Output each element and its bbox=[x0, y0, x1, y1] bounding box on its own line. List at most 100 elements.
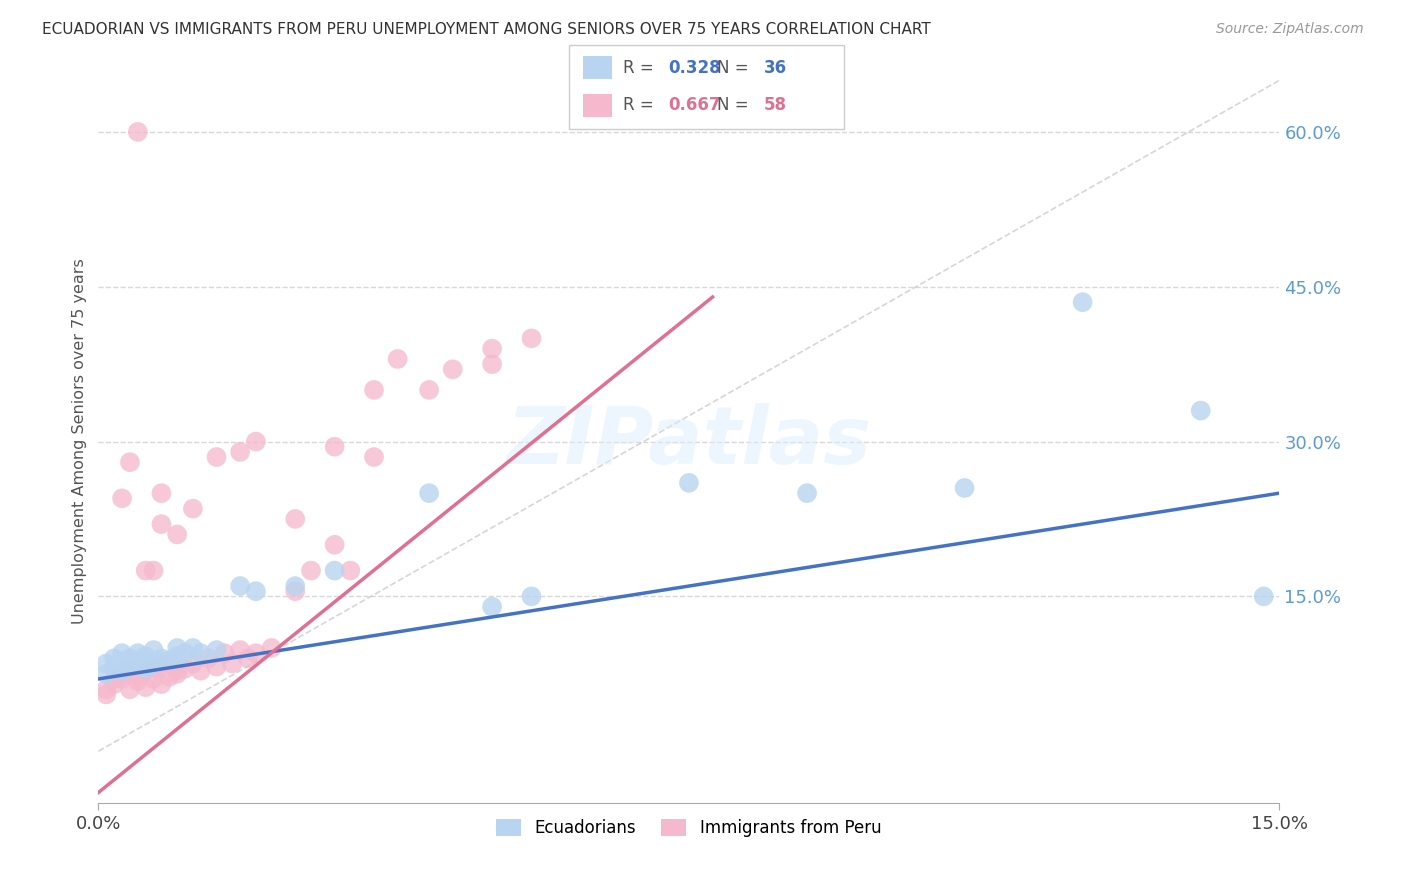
Point bbox=[127, 646, 149, 660]
Point bbox=[236, 651, 259, 665]
Point bbox=[1189, 403, 1212, 417]
Point bbox=[166, 649, 188, 664]
Point bbox=[323, 564, 346, 578]
Point bbox=[245, 584, 267, 599]
Point bbox=[150, 677, 173, 691]
Text: R =: R = bbox=[623, 59, 659, 77]
Point bbox=[229, 579, 252, 593]
Point bbox=[221, 657, 243, 671]
Point bbox=[678, 475, 700, 490]
Point bbox=[205, 450, 228, 464]
Point bbox=[111, 666, 134, 681]
Point bbox=[111, 657, 134, 671]
Point bbox=[127, 666, 149, 681]
Point bbox=[284, 512, 307, 526]
Point bbox=[96, 666, 118, 681]
Point bbox=[520, 331, 543, 345]
Point bbox=[166, 666, 188, 681]
Point bbox=[103, 651, 125, 665]
Point bbox=[796, 486, 818, 500]
Point bbox=[103, 662, 125, 676]
Point bbox=[418, 486, 440, 500]
Point bbox=[118, 659, 141, 673]
Point bbox=[299, 564, 322, 578]
Point bbox=[387, 351, 409, 366]
Point bbox=[111, 646, 134, 660]
Point bbox=[190, 646, 212, 660]
Point bbox=[1071, 295, 1094, 310]
Point bbox=[96, 682, 118, 697]
Point bbox=[118, 651, 141, 665]
Point bbox=[205, 643, 228, 657]
Point bbox=[142, 672, 165, 686]
Point bbox=[150, 651, 173, 665]
Point bbox=[150, 486, 173, 500]
Point bbox=[260, 640, 283, 655]
Point bbox=[339, 564, 361, 578]
Point bbox=[135, 680, 157, 694]
Text: N =: N = bbox=[717, 96, 754, 114]
Point bbox=[229, 445, 252, 459]
Point bbox=[142, 662, 165, 676]
Point bbox=[197, 651, 219, 665]
Point bbox=[481, 342, 503, 356]
Point bbox=[174, 662, 197, 676]
Point bbox=[166, 664, 188, 678]
Point bbox=[118, 662, 141, 676]
Point bbox=[229, 643, 252, 657]
Text: 58: 58 bbox=[763, 96, 786, 114]
Point bbox=[1253, 590, 1275, 604]
Point bbox=[127, 673, 149, 688]
Point bbox=[142, 564, 165, 578]
Point bbox=[181, 657, 204, 671]
Point bbox=[245, 434, 267, 449]
Y-axis label: Unemployment Among Seniors over 75 years: Unemployment Among Seniors over 75 years bbox=[72, 259, 87, 624]
Text: ZIPatlas: ZIPatlas bbox=[506, 402, 872, 481]
Point bbox=[118, 682, 141, 697]
Point bbox=[135, 649, 157, 664]
Point bbox=[118, 455, 141, 469]
Legend: Ecuadorians, Immigrants from Peru: Ecuadorians, Immigrants from Peru bbox=[488, 810, 890, 845]
Point bbox=[481, 357, 503, 371]
Text: 36: 36 bbox=[763, 59, 786, 77]
Point bbox=[150, 659, 173, 673]
Point bbox=[96, 657, 118, 671]
Point bbox=[103, 677, 125, 691]
Point bbox=[174, 646, 197, 660]
Text: 0.328: 0.328 bbox=[668, 59, 720, 77]
Point bbox=[181, 501, 204, 516]
Point bbox=[166, 527, 188, 541]
Point bbox=[953, 481, 976, 495]
Point bbox=[157, 653, 180, 667]
Point bbox=[103, 672, 125, 686]
Point bbox=[214, 646, 236, 660]
Point bbox=[150, 517, 173, 532]
Point bbox=[111, 664, 134, 678]
Point bbox=[363, 383, 385, 397]
Point bbox=[157, 657, 180, 671]
Point bbox=[127, 125, 149, 139]
Point bbox=[520, 590, 543, 604]
Text: Source: ZipAtlas.com: Source: ZipAtlas.com bbox=[1216, 22, 1364, 37]
Point bbox=[157, 670, 180, 684]
Point bbox=[142, 643, 165, 657]
Point bbox=[205, 659, 228, 673]
Point bbox=[135, 662, 157, 676]
Point bbox=[127, 670, 149, 684]
Point bbox=[441, 362, 464, 376]
Point bbox=[111, 672, 134, 686]
Point bbox=[323, 440, 346, 454]
Text: 0.667: 0.667 bbox=[668, 96, 720, 114]
Point bbox=[363, 450, 385, 464]
Point bbox=[323, 538, 346, 552]
Text: N =: N = bbox=[717, 59, 754, 77]
Point bbox=[96, 687, 118, 701]
Point bbox=[135, 564, 157, 578]
Point bbox=[284, 579, 307, 593]
Point bbox=[142, 657, 165, 671]
Text: R =: R = bbox=[623, 96, 659, 114]
Point bbox=[245, 646, 267, 660]
Point bbox=[481, 599, 503, 614]
Point bbox=[127, 653, 149, 667]
Point bbox=[135, 664, 157, 678]
